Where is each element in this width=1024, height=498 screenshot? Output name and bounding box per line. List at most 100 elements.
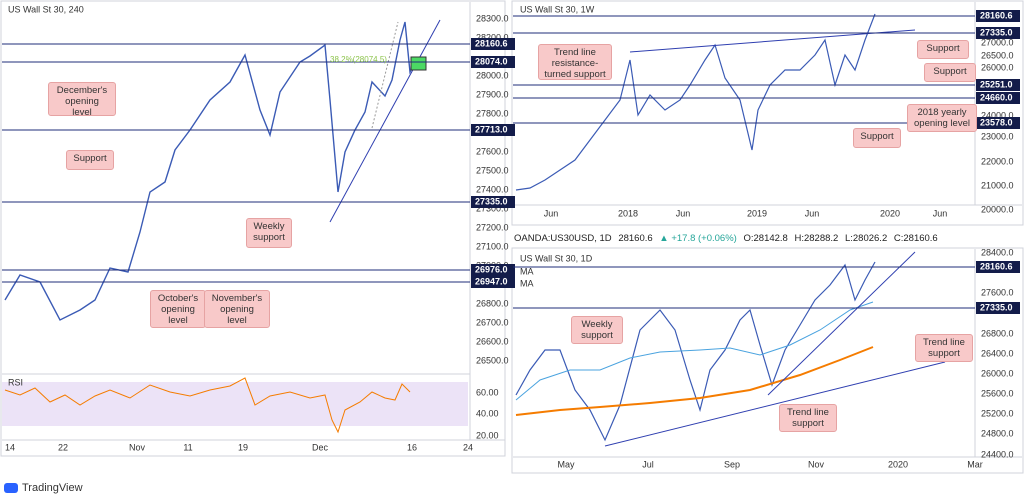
target-zone [410,56,427,71]
rsi-label: RSI [8,377,23,387]
time-tick-label: 2020 [888,459,908,469]
annotation: Weekly support [571,316,623,344]
price-tag-label: 28074.0 [475,56,508,66]
trend-line [371,21,399,129]
panel-frame [511,247,1024,474]
price-tick-label: 26500.0 [476,355,509,365]
time-tick-label: 19 [238,442,248,452]
moving-average [515,301,874,401]
annotation: Trend line support [779,404,837,432]
price-tick-label: 26000.0 [981,368,1014,378]
annotation: November's opening level [204,290,270,328]
rsi-tick-label: 40.00 [476,408,499,418]
time-tick-label: Dec [312,442,329,452]
time-tick-label: Jun [544,208,559,218]
time-tick-label: Jun [676,208,691,218]
time-tick-label: 2018 [618,208,638,218]
price-tag-label: 23578.0 [980,117,1013,127]
rsi-band [2,382,468,426]
change: ▲ +17.8 (+0.06%) [659,233,737,244]
panel-title: US Wall St 30, 1W [520,4,595,14]
last-price: 28160.6 [618,233,653,244]
price-tick-label: 27800.0 [476,108,509,118]
price-tag [471,196,515,208]
low: L:28026.2 [844,233,888,244]
annotation: October's opening level [150,290,206,328]
time-tick-label: Jun [805,208,820,218]
price-tick-label: 26700.0 [476,317,509,327]
trend-line [329,19,441,223]
trend-line [629,29,916,53]
annotation: Support [924,63,976,82]
annotation: 2018 yearly opening level [907,104,977,132]
price-line [4,21,416,321]
price-tick-label: 27200.0 [476,222,509,232]
price-tick-label: 25200.0 [981,408,1014,418]
time-tick-label: 14 [5,442,15,452]
price-tick-label: 26000.0 [981,62,1014,72]
price-tag-label: 27335.0 [980,302,1013,312]
price-tag [976,261,1020,273]
price-tag [471,38,515,50]
annotation: Trend line support [915,334,973,362]
price-tick-label: 26800.0 [981,328,1014,338]
price-tag-label: 28160.6 [475,38,508,48]
price-tick-label: 27600.0 [981,287,1014,297]
price-tick-label: 25600.0 [981,388,1014,398]
trend-line [767,251,916,396]
high: H:28288.2 [794,233,839,244]
price-tick-label: 26800.0 [476,298,509,308]
price-tick-label: 26400.0 [981,348,1014,358]
panel-title: US Wall St 30, 1D [520,253,593,263]
annotation: Support [66,150,114,170]
price-tick-label: 28300.0 [476,13,509,23]
time-tick-label: 24 [463,442,473,452]
open: O:28142.8 [743,233,788,244]
time-tick-label: 2020 [880,208,900,218]
price-tick-label: 27400.0 [476,184,509,194]
price-tick-label: 26500.0 [981,50,1014,60]
price-line [515,261,876,442]
price-tag-label: 26976.0 [475,264,508,274]
annotation: Support [917,40,969,59]
price-tag [976,79,1020,91]
time-tick-label: Mar [967,459,983,469]
time-tick-label: 2019 [747,208,767,218]
time-tick-label: Nov [808,459,825,469]
price-line [515,13,876,191]
price-tick-label: 27100.0 [476,241,509,251]
price-tick-label: 27000.0 [981,37,1014,47]
price-tick-label: 27300.0 [476,203,509,213]
price-tick-label: 28400.0 [981,247,1014,257]
price-tag [976,27,1020,39]
time-tick-label: Jul [642,459,654,469]
trend-line [604,361,946,447]
price-tag [976,117,1020,129]
price-tick-label: 27600.0 [476,146,509,156]
price-tag [471,56,515,68]
brand: TradingView [22,482,83,494]
price-tick-label: 23000.0 [981,131,1014,141]
fib-label: 38.2%(28074.5) [330,55,387,64]
time-tick-label: May [557,459,575,469]
panel-title: US Wall St 30, 240 [8,4,84,14]
symbol: OANDA:US30USD, 1D [514,233,612,244]
time-tick-label: 16 [407,442,417,452]
price-tick-label: 27900.0 [476,89,509,99]
price-tick-label: 28200.0 [476,32,509,42]
price-tag-label: 26947.0 [475,276,508,286]
annotation: Support [853,128,901,148]
time-tick-label: Sep [724,459,740,469]
price-tag [976,10,1020,22]
time-tick-label: Nov [129,442,146,452]
price-tag [976,92,1020,104]
price-tag [471,124,515,136]
price-tick-label: 21000.0 [981,180,1014,190]
price-tick-label: 26600.0 [476,336,509,346]
brand-logo [4,483,18,493]
annotation: Weekly support [246,218,292,248]
price-tick-label: 24800.0 [981,428,1014,438]
ma-label: MA [520,266,534,276]
price-tick-label: 28000.0 [476,70,509,80]
